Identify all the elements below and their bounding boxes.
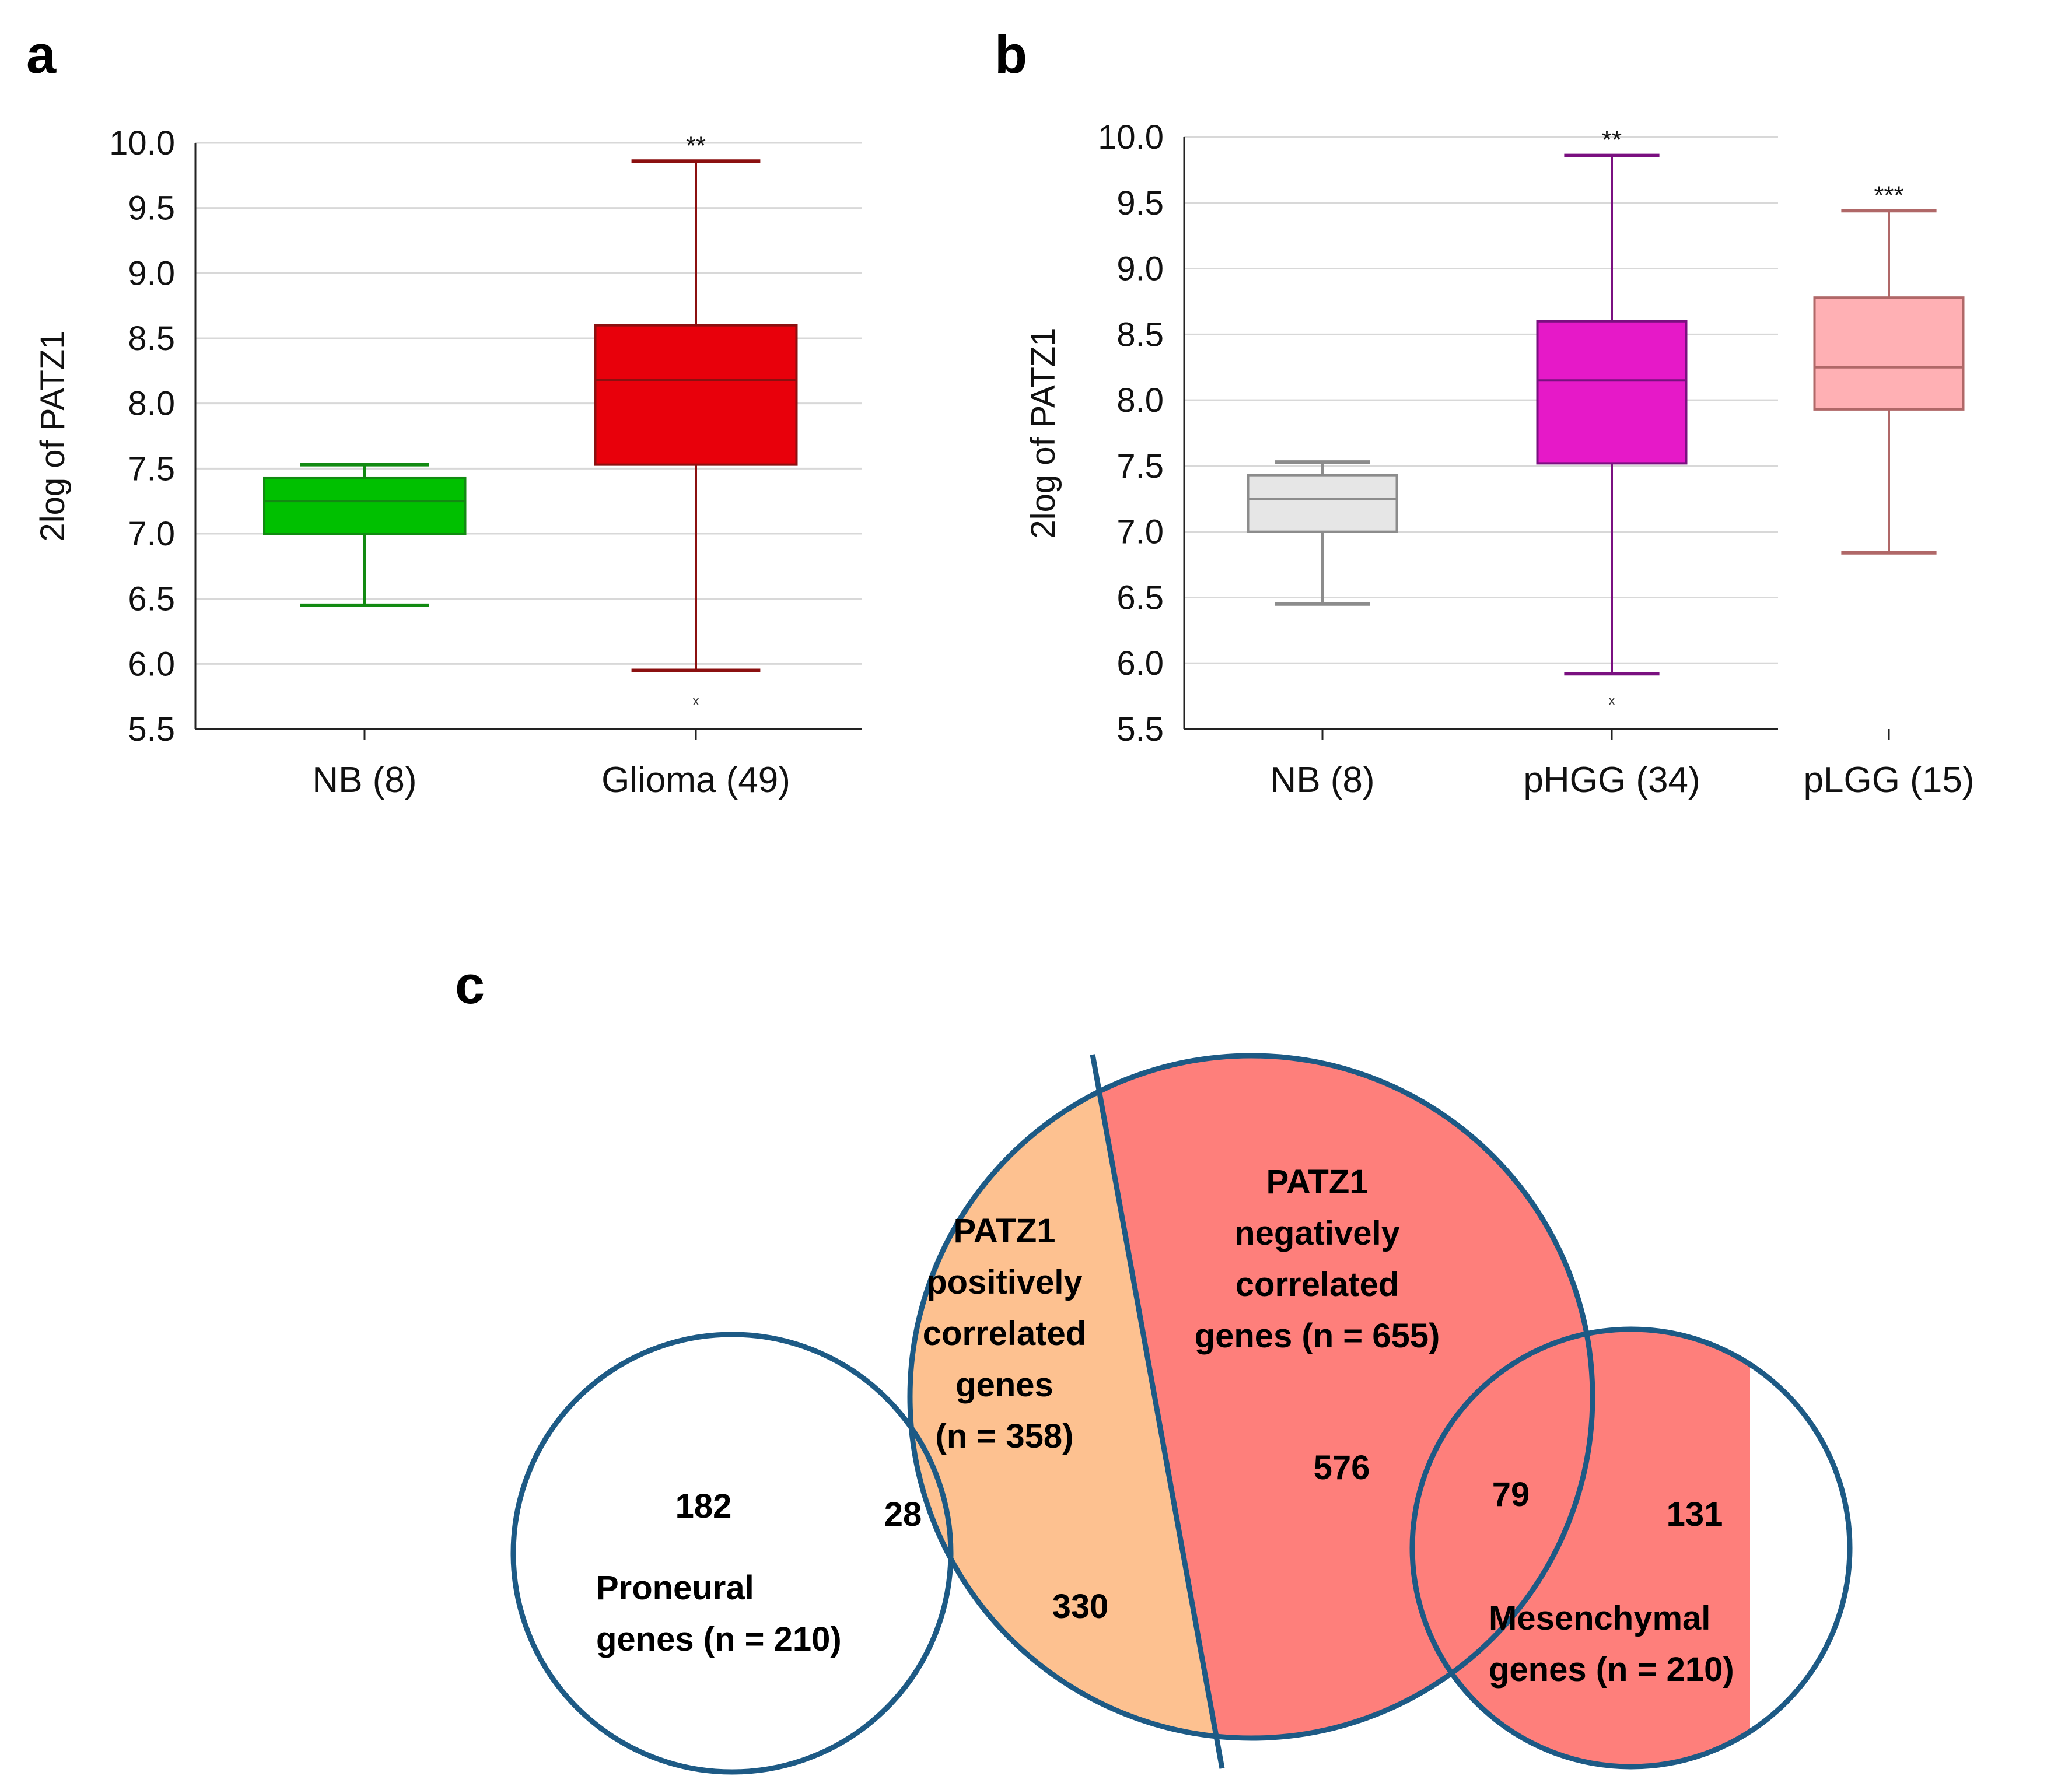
x-category-label: pHGG (34) <box>1523 760 1700 800</box>
chart-a-boxplot: 5.5 6.0 6.5 7.0 7.5 8.0 8.5 9.0 9.5 10.0 2log of P… <box>34 124 862 800</box>
y-tick-label: 7.0 <box>128 515 175 553</box>
proneural-circle-outline <box>510 1332 954 1775</box>
proneural-label-line-1: Proneural <box>596 1569 754 1607</box>
panel-letter-a: a <box>26 25 57 85</box>
y-tick-label: 9.0 <box>1116 250 1164 288</box>
positive-label-line-3: correlated <box>923 1315 1086 1353</box>
x-category-label: pLGG (15) <box>1804 760 1975 800</box>
y-tick-label: 8.5 <box>128 320 175 358</box>
count-proneural-positive: 28 <box>884 1495 922 1533</box>
significance-marker: ** <box>686 131 706 160</box>
y-tick-label: 7.5 <box>128 450 175 488</box>
count-proneural-only: 182 <box>676 1487 732 1525</box>
outlier-marker: x <box>1609 693 1615 707</box>
y-tick-label: 6.0 <box>1116 644 1164 682</box>
negative-label-line-4: genes (n = 655) <box>1195 1317 1440 1355</box>
y-tick-label: 8.0 <box>1116 381 1164 419</box>
proneural-outside-fill <box>513 1334 951 1772</box>
positive-set-label: PATZ1 positively correlated genes (n = 3… <box>923 1212 1086 1455</box>
y-tick-label: 7.5 <box>1116 447 1164 485</box>
y-tick-label: 10.0 <box>1098 118 1164 156</box>
positive-label-line-1: PATZ1 <box>953 1212 1055 1250</box>
y-tick-label: 6.0 <box>128 645 175 683</box>
proneural-circle-fill <box>513 1334 951 1772</box>
chart-b-boxplot: 5.5 6.0 6.5 7.0 7.5 8.0 8.5 9.0 9.5 10.0 2log of P… <box>1024 118 1974 800</box>
mesenchymal-circle-outline <box>1409 1326 1853 1770</box>
mesenchymal-label-line-2: genes (n = 210) <box>1489 1651 1734 1689</box>
proneural-label-line-2: genes (n = 210) <box>596 1620 842 1658</box>
x-category-label: Glioma (49) <box>601 760 790 800</box>
y-tick-label: 9.5 <box>128 190 175 227</box>
x-category-label: NB (8) <box>312 760 416 800</box>
positive-negative-divider <box>1090 1054 1225 1769</box>
mesenchymal-set-label: Mesenchymal genes (n = 210) <box>1489 1599 1734 1689</box>
positive-label-line-4: genes <box>956 1366 1054 1404</box>
positive-negative-circle-outline <box>907 1053 1595 1741</box>
count-negative-mesenchymal: 79 <box>1492 1476 1530 1514</box>
y-tick-label: 9.0 <box>128 254 175 292</box>
x-category-label: NB (8) <box>1270 760 1374 800</box>
box-iqr <box>1536 320 1688 465</box>
y-axis-label: 2log of PATZ1 <box>1024 327 1062 538</box>
y-tick-label: 9.5 <box>1116 184 1164 222</box>
y-tick-label: 6.5 <box>128 580 175 618</box>
proneural-set-label: Proneural genes (n = 210) <box>596 1569 842 1658</box>
y-axis-label: 2log of PATZ1 <box>34 330 72 541</box>
significance-marker: ** <box>1602 126 1622 155</box>
y-tick-label: 8.0 <box>128 385 175 423</box>
outlier-marker: x <box>693 693 699 708</box>
y-tick-label: 5.5 <box>1116 710 1164 748</box>
positive-label-line-5: (n = 358) <box>936 1417 1074 1455</box>
y-tick-label: 5.5 <box>128 710 175 748</box>
positive-label-line-2: positively <box>926 1263 1083 1301</box>
count-positive-only: 330 <box>1052 1588 1109 1626</box>
box-iqr <box>1247 474 1398 533</box>
box-iqr <box>1813 296 1965 411</box>
negative-label-line-3: correlated <box>1236 1266 1399 1304</box>
box-iqr <box>262 476 467 535</box>
negative-label-line-2: negatively <box>1234 1214 1400 1252</box>
y-tick-label: 6.5 <box>1116 579 1164 616</box>
panel-letter-c: c <box>455 955 485 1015</box>
significance-marker: *** <box>1874 181 1903 209</box>
box-iqr <box>594 324 798 466</box>
y-tick-label: 10.0 <box>109 124 175 162</box>
y-tick-label: 8.5 <box>1116 316 1164 353</box>
negative-set-label: PATZ1 negatively correlated genes (n = 6… <box>1195 1163 1440 1355</box>
count-negative-only: 576 <box>1314 1449 1370 1487</box>
negative-label-line-1: PATZ1 <box>1266 1163 1368 1201</box>
count-mesenchymal-only: 131 <box>1667 1495 1723 1533</box>
mesenchymal-label-line-1: Mesenchymal <box>1489 1599 1710 1637</box>
venn-diagram: PATZ1 positively correlated genes (n = 3… <box>510 1053 1853 1775</box>
panel-letter-b: b <box>995 25 1027 85</box>
y-tick-label: 7.0 <box>1116 513 1164 551</box>
